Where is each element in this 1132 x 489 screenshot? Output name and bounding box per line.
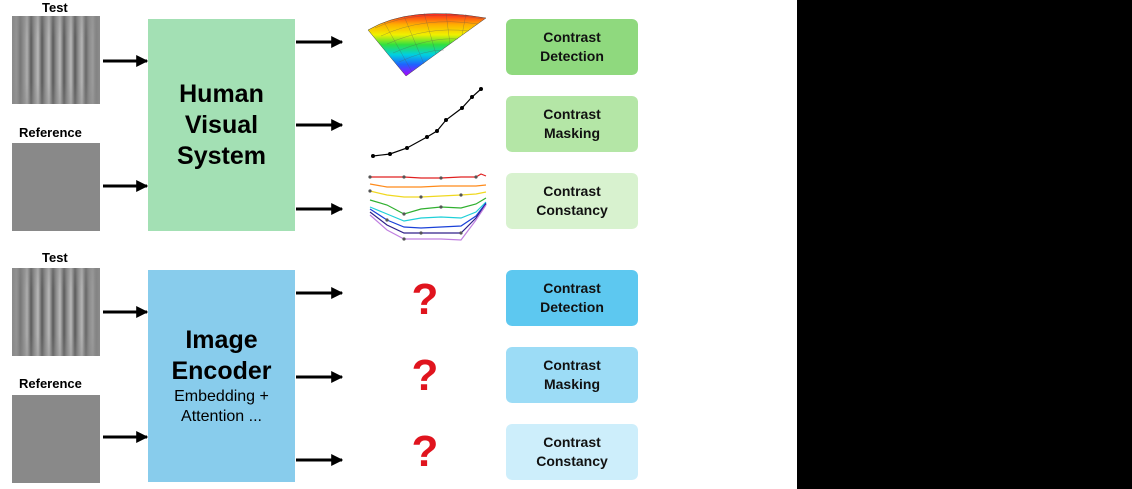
hvs-title-line3: System	[177, 141, 266, 170]
top-output-constancy-box: Contrast Constancy	[506, 173, 638, 229]
image-encoder-box: Image Encoder Embedding + Attention ...	[148, 270, 295, 482]
hvs-title-line2: Visual	[184, 110, 259, 139]
bottom-detection-line2: Detection	[540, 299, 604, 315]
top-output-masking-box: Contrast Masking	[506, 96, 638, 152]
human-visual-system-box: Human Visual System	[148, 19, 295, 231]
masking-curve-plot	[371, 87, 483, 158]
bottom-masking-line2: Masking	[543, 376, 600, 392]
bottom-detection-line1: Contrast	[543, 280, 601, 296]
bottom-output-constancy-box: Contrast Constancy	[506, 424, 638, 480]
top-masking-line2: Masking	[543, 125, 600, 141]
encoder-sub-line1: Embedding +	[174, 388, 269, 405]
bottom-test-grating-image	[12, 268, 100, 356]
detection-surface-plot	[367, 12, 487, 77]
bottom-constancy-line1: Contrast	[543, 434, 601, 450]
encoder-sub-line2: Attention ...	[181, 408, 262, 425]
bottom-test-label: Test	[42, 250, 68, 265]
diagram-graphics	[103, 12, 487, 466]
top-constancy-line1: Contrast	[543, 183, 601, 199]
top-reference-label: Reference	[19, 125, 82, 140]
constancy-curves-plot	[368, 173, 487, 241]
top-output-detection-box: Contrast Detection	[506, 19, 638, 75]
top-test-label: Test	[42, 0, 68, 15]
encoder-title-line1: Image	[185, 326, 258, 354]
top-masking-line1: Contrast	[543, 106, 601, 122]
bottom-masking-line1: Contrast	[543, 357, 601, 373]
bottom-output-detection-box: Contrast Detection	[506, 270, 638, 326]
question-mark-constancy: ?	[411, 427, 439, 476]
question-mark-masking: ?	[411, 351, 439, 400]
encoder-title-line2: Encoder	[171, 357, 272, 385]
hvs-title-line1: Human	[179, 79, 264, 108]
bottom-output-masking-box: Contrast Masking	[506, 347, 638, 403]
top-constancy-line2: Constancy	[536, 202, 608, 218]
question-mark-detection: ?	[411, 275, 439, 324]
black-panel	[797, 0, 1132, 489]
top-test-grating-image	[12, 16, 100, 104]
bottom-reference-label: Reference	[19, 376, 82, 391]
bottom-reference-image	[12, 395, 100, 483]
top-reference-image	[12, 143, 100, 231]
top-detection-line2: Detection	[540, 48, 604, 64]
top-detection-line1: Contrast	[543, 29, 601, 45]
bottom-constancy-line2: Constancy	[536, 453, 608, 469]
